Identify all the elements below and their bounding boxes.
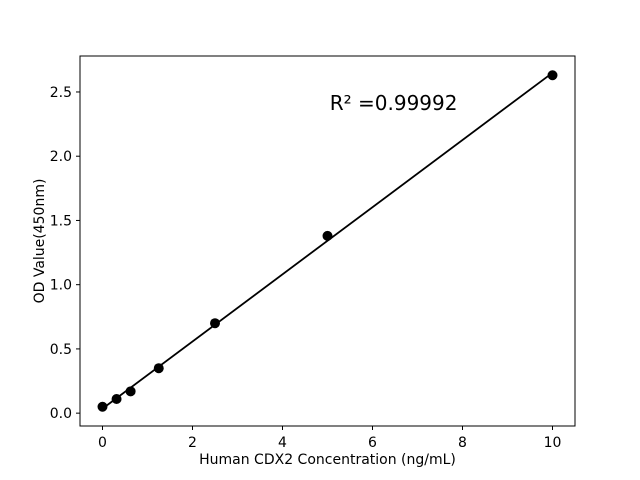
x-tick-label: 2	[188, 435, 197, 451]
y-tick-label: 2.5	[50, 85, 72, 101]
data-point	[210, 318, 220, 329]
x-tick-label: 4	[278, 435, 287, 451]
x-axis-ticks: 0 2 4 6 8 10	[98, 426, 561, 451]
data-point	[153, 363, 164, 374]
data-point	[322, 230, 333, 241]
y-tick-label: 0.5	[50, 342, 72, 358]
data-point	[97, 401, 108, 412]
data-point	[547, 70, 558, 81]
x-tick-label: 10	[544, 435, 562, 451]
y-tick-label: 1.5	[50, 213, 72, 229]
x-tick-label: 0	[98, 435, 107, 451]
data-series	[97, 70, 558, 412]
x-tick-label: 6	[368, 435, 377, 451]
x-axis-label: Human CDX2 Concentration (ng/mL)	[199, 452, 456, 468]
y-tick-label: 1.0	[50, 278, 72, 294]
data-point	[125, 386, 136, 397]
r-squared-annotation: R² =0.99992	[330, 91, 458, 115]
data-point	[111, 394, 122, 405]
y-tick-label: 2.0	[50, 149, 72, 165]
y-tick-label: 0.0	[50, 406, 72, 422]
y-axis-ticks: 0.0 0.5 1.0 1.5 2.0 2.5	[50, 85, 80, 422]
x-tick-label: 8	[458, 435, 467, 451]
y-axis-label: OD Value(450nm)	[32, 179, 48, 304]
